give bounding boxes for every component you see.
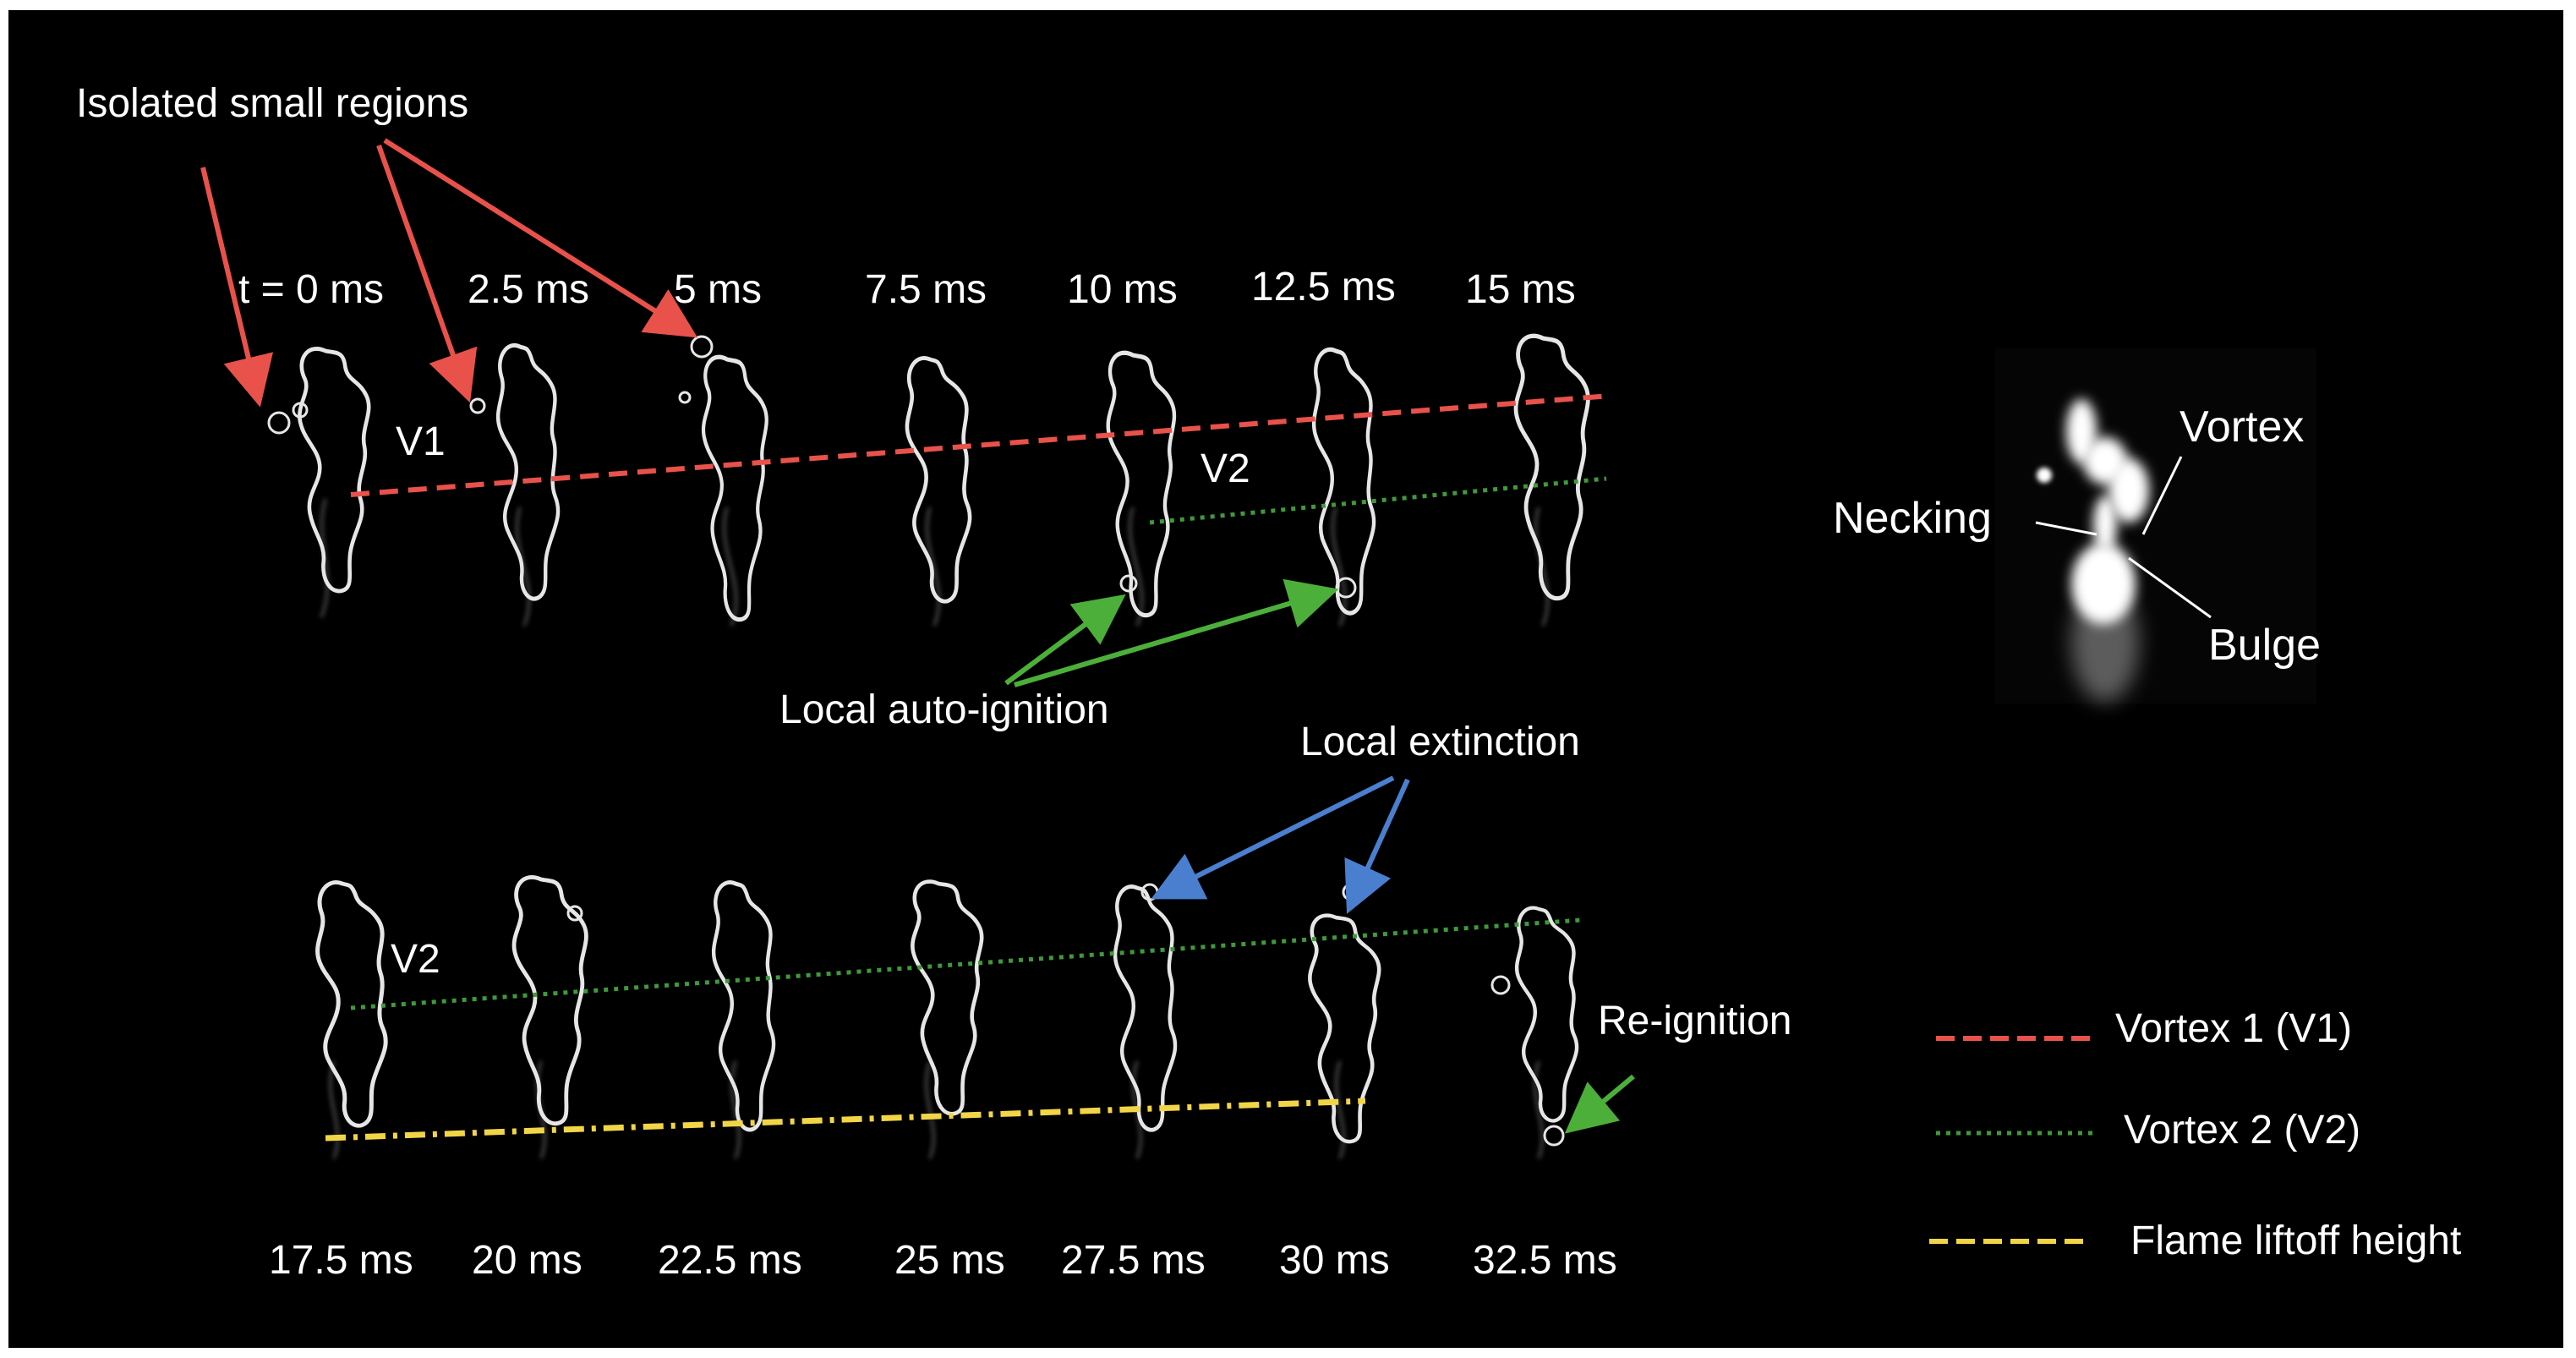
inset-vortex-label: Vortex [2179, 402, 2304, 452]
plume-top-3 [926, 507, 940, 627]
time-label-top-2: 5 ms [674, 267, 762, 312]
reignition-label: Re-ignition [1598, 999, 1791, 1043]
legend-label-v1: Vortex 1 (V1) [2115, 1006, 2352, 1051]
v2-label-top: V2 [1200, 446, 1250, 491]
time-label-bottom-6: 32.5 ms [1473, 1238, 1617, 1283]
inset-vortex-blob [2108, 458, 2149, 523]
reignition-arrow [1564, 1074, 1635, 1134]
plume-bottom-0 [329, 1060, 339, 1159]
time-label-bottom-0: 17.5 ms [269, 1238, 413, 1283]
inset-neck [2093, 496, 2117, 553]
isolated-arrows [200, 138, 698, 408]
inset-flame-image: Vortex Necking Bulge [1833, 348, 2321, 704]
time-label-top-0: t = 0 ms [238, 267, 384, 312]
bottom-time-labels: 17.5 ms 20 ms 22.5 ms 25 ms 27.5 ms 30 m… [269, 1238, 1617, 1283]
ignition-kernel-4 [1119, 574, 1138, 593]
extinction-arrow-0 [1151, 775, 1395, 900]
time-label-bottom-3: 25 ms [894, 1238, 1005, 1283]
legend-label-v2: Vortex 2 (V2) [2124, 1108, 2360, 1153]
v2-label-bottom: V2 [391, 937, 440, 982]
v1-label: V1 [396, 419, 446, 464]
time-label-top-4: 10 ms [1067, 267, 1178, 312]
auto-ignition-arrow-0 [1004, 594, 1126, 686]
reignition-kernel [1543, 1125, 1565, 1147]
isolated-region-2 [690, 335, 714, 359]
plume-bottom-6 [1534, 1060, 1544, 1159]
time-label-bottom-5: 30 ms [1279, 1238, 1390, 1283]
isolated-arrow-2 [383, 138, 698, 338]
isolated-region-0b [292, 402, 309, 419]
legend: Vortex 1 (V1) Vortex 2 (V2) Flame liftof… [1929, 1006, 2461, 1263]
top-row-flames [267, 335, 1588, 627]
inset-necking-label: Necking [1833, 494, 1992, 543]
vortex1-line [350, 393, 1611, 497]
inset-small-region [2037, 468, 2052, 483]
time-label-bottom-2: 22.5 ms [658, 1238, 802, 1283]
vortex-pointer [2141, 456, 2183, 535]
small-pocket-6 [1490, 975, 1511, 995]
vortex2-line-bottom [350, 917, 1582, 1010]
plume-bottom-5 [1335, 1060, 1345, 1159]
inset-bulge-label: Bulge [2208, 621, 2321, 670]
extinction-arrows [1151, 775, 1410, 914]
auto-ignition-label: Local auto-ignition [779, 687, 1109, 732]
auto-ignition-arrows [1004, 578, 1339, 687]
plume-bottom-3 [925, 1060, 935, 1159]
isolated-region-2b [678, 391, 692, 404]
small-pocket-1 [566, 905, 583, 922]
time-label-bottom-1: 20 ms [472, 1238, 582, 1283]
plume-top-4 [1129, 507, 1143, 627]
time-label-bottom-4: 27.5 ms [1061, 1238, 1206, 1283]
isolated-arrow-1 [376, 144, 478, 403]
time-label-top-1: 2.5 ms [468, 267, 589, 312]
plume-top-2 [723, 507, 737, 627]
time-label-top-6: 15 ms [1465, 267, 1576, 312]
inset-bulge [2071, 543, 2136, 624]
extinction-arrow-1 [1344, 778, 1410, 914]
liftoff-height-line [325, 1098, 1366, 1142]
isolated-region-1 [469, 397, 486, 414]
necking-pointer [2035, 521, 2097, 536]
isolated-region-0a [267, 411, 291, 435]
auto-ignition-arrow-1 [1014, 578, 1339, 687]
time-label-top-3: 7.5 ms [865, 267, 987, 312]
isolated-label: Isolated small regions [76, 81, 468, 126]
extinction-label: Local extinction [1300, 720, 1580, 764]
legend-label-liftoff: Flame liftoff height [2130, 1218, 2461, 1263]
time-label-top-5: 12.5 ms [1251, 265, 1396, 309]
isolated-arrow-0 [200, 167, 274, 408]
bulge-pointer [2128, 556, 2212, 619]
